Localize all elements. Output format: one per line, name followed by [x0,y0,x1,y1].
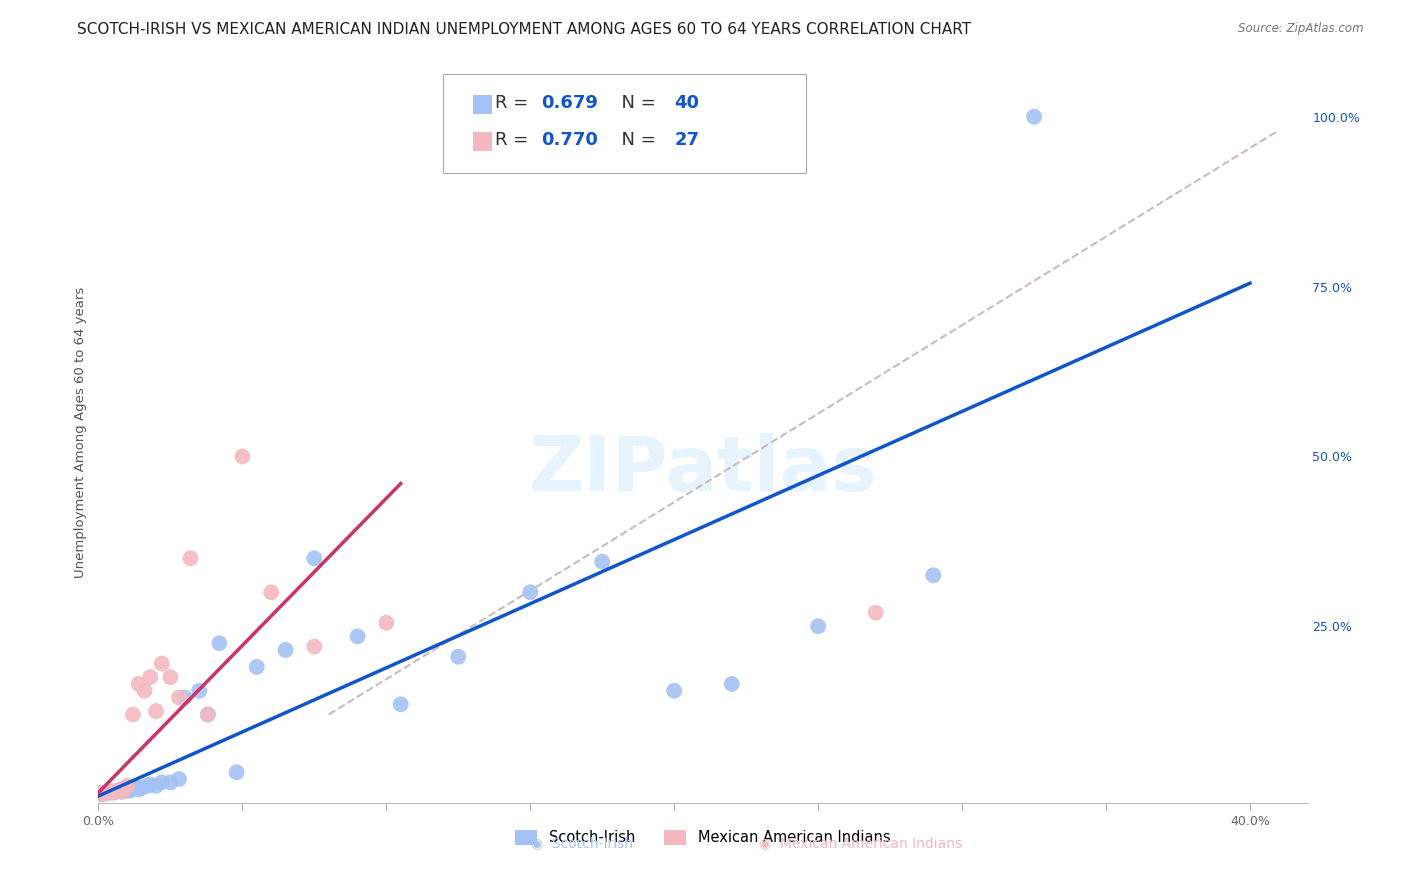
Point [104,785,127,799]
Text: 27: 27 [675,131,699,149]
Point [112,784,135,798]
Point [134,683,156,698]
Point [173,690,195,705]
Text: 0.679: 0.679 [541,95,598,112]
Point [139,777,162,791]
Point [110,782,132,797]
Point [122,707,145,722]
Text: R =: R = [495,95,534,112]
Point [375,615,398,630]
Point [115,783,138,797]
Point [159,670,181,684]
Point [346,629,368,643]
Point [122,781,145,796]
Point [389,698,412,712]
Point [922,568,945,582]
Point [304,551,326,566]
Point [93,786,115,800]
Point [128,677,150,691]
Point [720,677,742,691]
Point [208,636,231,650]
Point [93,787,115,801]
Point [87,787,110,801]
Point [131,780,153,795]
Point [128,782,150,797]
Point [231,450,253,464]
Point [274,643,297,657]
Point [260,585,283,599]
Text: SCOTCH-IRISH VS MEXICAN AMERICAN INDIAN UNEMPLOYMENT AMONG AGES 60 TO 64 YEARS C: SCOTCH-IRISH VS MEXICAN AMERICAN INDIAN … [77,22,972,37]
Point [87,786,110,800]
Point [101,786,124,800]
Point [145,779,167,793]
Text: Source: ZipAtlas.com: Source: ZipAtlas.com [1239,22,1364,36]
Point [90,787,112,801]
Point [112,782,135,797]
Point [447,649,470,664]
Point [90,786,112,800]
Point [167,772,190,786]
Point [197,707,219,722]
Point [865,606,887,620]
Point [664,683,686,698]
Point [104,784,127,798]
Text: ZIPatlas: ZIPatlas [529,433,877,507]
Point [246,660,269,674]
Point [167,690,190,705]
Point [188,683,211,698]
Point [101,784,124,798]
Point [180,551,202,566]
Point [96,786,118,800]
Point [120,783,142,797]
Point [115,779,138,793]
Point [107,783,129,797]
Point [150,657,173,671]
FancyBboxPatch shape [474,132,492,151]
Legend: Scotch-Irish, Mexican American Indians: Scotch-Irish, Mexican American Indians [509,824,897,851]
Point [197,707,219,722]
Point [1022,110,1045,124]
Point [519,585,541,599]
Point [159,775,181,789]
Text: R =: R = [495,131,534,149]
Point [98,786,121,800]
Point [304,640,326,654]
Point [96,785,118,799]
Text: 40: 40 [675,95,699,112]
Point [107,783,129,797]
Point [125,780,148,794]
Point [225,765,247,780]
Point [136,779,159,793]
Point [807,619,830,633]
Point [145,704,167,718]
Text: ◉  Mexican American Indians: ◉ Mexican American Indians [759,837,962,850]
Text: 0.770: 0.770 [541,131,598,149]
Y-axis label: Unemployment Among Ages 60 to 64 years: Unemployment Among Ages 60 to 64 years [75,287,87,578]
Point [98,785,121,799]
Point [150,775,173,789]
Point [591,555,613,569]
FancyBboxPatch shape [443,73,806,173]
FancyBboxPatch shape [474,95,492,113]
Point [110,785,132,799]
Text: ◉  Scotch-Irish: ◉ Scotch-Irish [531,837,633,850]
Text: N =: N = [610,131,662,149]
Point [139,670,162,684]
Text: N =: N = [610,95,662,112]
